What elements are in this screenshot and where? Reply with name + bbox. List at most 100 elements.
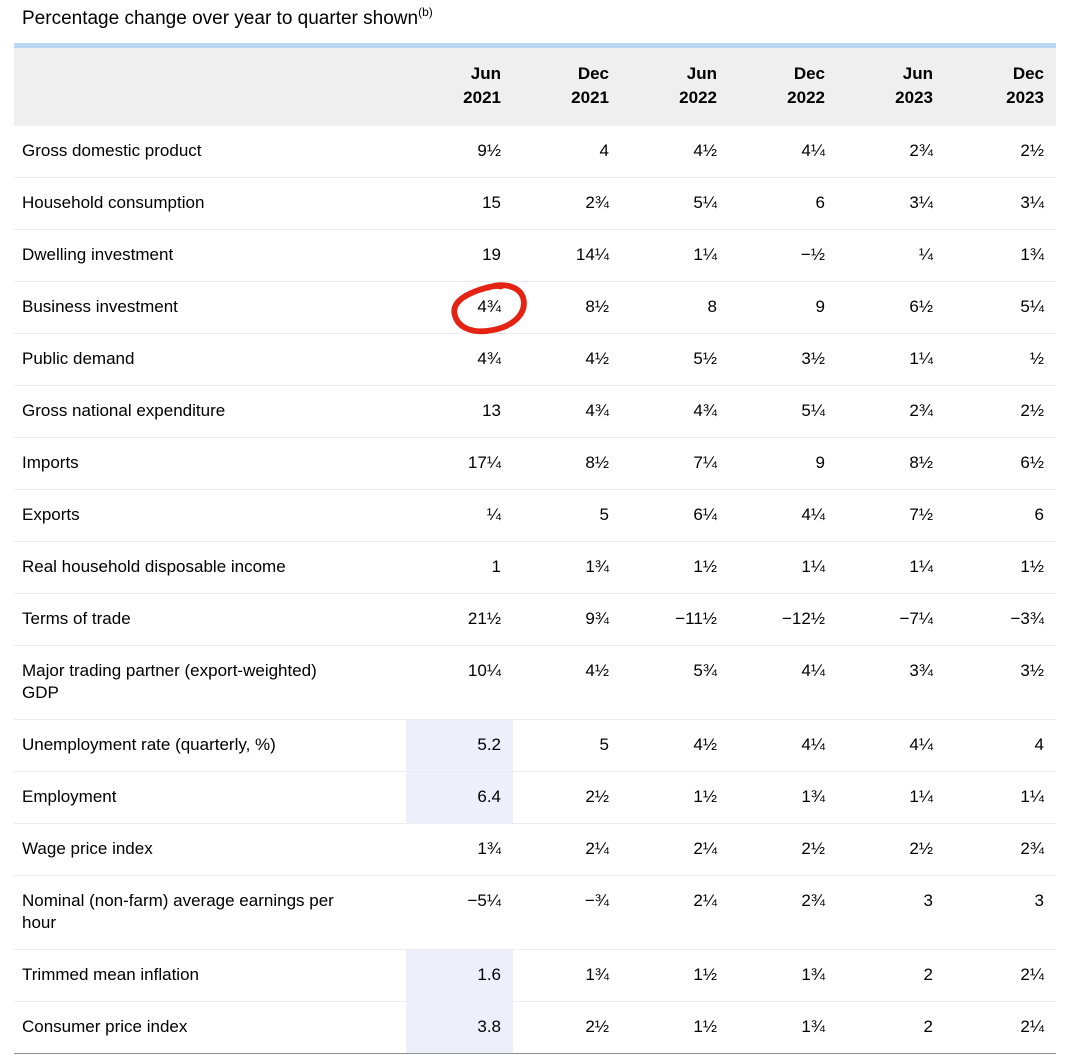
value-cell: 6½ [837, 282, 945, 334]
value-cell: 1¾ [729, 772, 837, 824]
column-header-year: 2022 [679, 88, 717, 107]
row-label-text: Terms of trade [22, 609, 131, 628]
cell-value: ¼ [918, 245, 933, 264]
cell-value: 9 [815, 297, 825, 316]
cell-value: 4¼ [909, 735, 933, 754]
cell-value: 3 [923, 891, 933, 910]
cell-value: 2¾ [909, 141, 933, 160]
value-cell: 4¾ [406, 282, 527, 335]
table-header: Jun 2021 Dec 2021 Jun 2022 Dec 2022 Jun 2023 Dec 20… [14, 43, 1056, 126]
forecast-table: Jun 2021 Dec 2021 Jun 2022 Dec 2022 Jun 2023 Dec 20… [14, 43, 1056, 1054]
value-cell: 1¼ [945, 772, 1056, 824]
cell-value: 8½ [909, 453, 933, 472]
cell-value: 1¾ [585, 557, 609, 576]
cell-value: 1¾ [477, 839, 501, 858]
cell-value: 5¾ [693, 661, 717, 680]
value-cell: 9 [729, 438, 837, 490]
table-row: Dwelling investment 19 14¼ 1¼ −½ ¼ 1¾ [14, 229, 1056, 282]
cell-value: 4½ [585, 349, 609, 368]
cell-value: 4¾ [585, 401, 609, 420]
value-cell: ½ [945, 334, 1056, 386]
table-row: Gross national expenditure 13 4¾ 4¾ 5¼ 2¾ 2½ [14, 385, 1056, 438]
value-cell: 7½ [837, 490, 945, 542]
value-cell: 6 [729, 178, 837, 230]
cell-value: ¼ [486, 505, 501, 524]
value-cell: 2¼ [621, 876, 729, 950]
row-label: Business investment [14, 282, 406, 334]
value-cell: 3¾ [837, 646, 945, 720]
value-cell: 1¼ [621, 230, 729, 282]
cell-value: 1½ [693, 965, 717, 984]
cell-value: 5¼ [693, 193, 717, 212]
cell-value: 2½ [585, 1017, 609, 1036]
value-cell: 4¾ [621, 386, 729, 438]
value-cell: 8½ [513, 282, 621, 334]
cell-value: 4¾ [477, 349, 501, 368]
row-label-text: Gross national expenditure [22, 401, 226, 420]
row-label: Imports [14, 438, 406, 490]
column-header-month: Dec [577, 64, 609, 83]
row-label-text: Exports [22, 505, 80, 524]
value-cell: 9 [729, 282, 837, 334]
cell-value: −11½ [675, 609, 717, 628]
value-cell: 1½ [945, 542, 1056, 594]
row-label: Employment [14, 772, 406, 824]
value-cell: 9¾ [513, 594, 621, 646]
cell-value: 1¾ [1020, 245, 1044, 264]
cell-value: 2½ [909, 839, 933, 858]
cell-value: 2 [923, 1017, 933, 1036]
cell-value: 9½ [477, 141, 501, 160]
value-cell: 5 [513, 720, 621, 772]
row-label-text: Household consumption [22, 193, 205, 212]
cell-value: −7¼ [899, 609, 933, 628]
value-cell: 9½ [406, 126, 513, 178]
value-cell: 7¼ [621, 438, 729, 490]
value-cell: 2¾ [945, 824, 1056, 876]
value-cell: 2½ [837, 824, 945, 876]
row-label-text: Employment [22, 787, 117, 806]
row-label: Real household disposable income [14, 542, 406, 594]
value-cell: 2¾ [729, 876, 837, 950]
cell-value: 4½ [693, 141, 717, 160]
cell-value: 7½ [909, 505, 933, 524]
value-cell: 2¾ [513, 178, 621, 230]
row-label: Dwelling investment [14, 230, 406, 282]
value-cell: 4¼ [837, 720, 945, 772]
cell-value: 2¼ [585, 839, 609, 858]
value-cell: 3½ [729, 334, 837, 386]
cell-value: 1¼ [909, 349, 933, 368]
cell-value: 6 [815, 193, 825, 212]
value-cell: 8½ [837, 438, 945, 490]
value-cell: 6½ [945, 438, 1056, 490]
value-cell: −12½ [729, 594, 837, 646]
value-cell: 5½ [621, 334, 729, 386]
column-header-month: Jun [902, 64, 933, 83]
cell-value: 5½ [693, 349, 717, 368]
value-cell: 4½ [621, 126, 729, 178]
value-cell: 2½ [945, 386, 1056, 438]
value-cell: 8½ [513, 438, 621, 490]
value-cell: 2¼ [621, 824, 729, 876]
cell-value: 6½ [909, 297, 933, 316]
cell-value: 2½ [1020, 141, 1044, 160]
value-cell: 1¼ [837, 334, 945, 386]
cell-value: 2½ [585, 787, 609, 806]
row-label: Public demand [14, 334, 406, 386]
value-cell: 1¼ [837, 772, 945, 824]
cell-value: 13 [482, 401, 501, 420]
value-cell: 13 [406, 386, 513, 438]
value-cell: 1¼ [729, 542, 837, 594]
value-cell: 5¼ [621, 178, 729, 230]
cell-value: −5¼ [467, 891, 501, 910]
value-cell: 5¼ [945, 282, 1056, 334]
cell-value: 4¼ [801, 505, 825, 524]
value-cell: 19 [406, 230, 513, 282]
table-body: Gross domestic product 9½ 4 4½ 4¼ 2¾ 2½ Househo… [14, 126, 1056, 1054]
value-cell: −7¼ [837, 594, 945, 646]
row-label-text: Real household disposable income [22, 557, 286, 576]
cell-value: 1½ [693, 1017, 717, 1036]
column-header: Jun 2022 [621, 43, 729, 126]
row-label: Gross national expenditure [14, 386, 406, 438]
cell-value: −¾ [584, 891, 609, 910]
cell-value: 3.8 [477, 1017, 501, 1036]
